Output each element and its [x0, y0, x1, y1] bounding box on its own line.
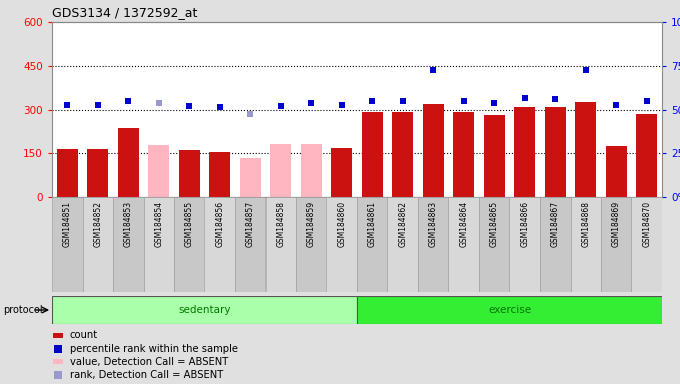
Bar: [53, 333, 63, 338]
Bar: [509, 197, 540, 292]
Text: GSM184865: GSM184865: [490, 201, 498, 247]
Text: GSM184851: GSM184851: [63, 201, 72, 247]
Text: GSM184870: GSM184870: [642, 201, 651, 247]
Bar: [388, 197, 418, 292]
Bar: [52, 197, 82, 292]
Bar: [545, 107, 566, 197]
Bar: [301, 144, 322, 197]
Text: GDS3134 / 1372592_at: GDS3134 / 1372592_at: [52, 6, 197, 19]
Text: GSM184863: GSM184863: [429, 201, 438, 247]
Bar: [235, 197, 265, 292]
Text: protocol: protocol: [3, 305, 43, 315]
Text: GSM184852: GSM184852: [93, 201, 102, 247]
Bar: [418, 197, 449, 292]
Text: GSM184868: GSM184868: [581, 201, 590, 247]
Text: GSM184859: GSM184859: [307, 201, 316, 247]
Bar: [113, 197, 143, 292]
Bar: [636, 114, 658, 197]
Text: GSM184867: GSM184867: [551, 201, 560, 247]
Bar: [483, 115, 505, 197]
Bar: [148, 144, 169, 197]
Text: GSM184858: GSM184858: [276, 201, 285, 247]
Bar: [205, 197, 235, 292]
Bar: [479, 197, 509, 292]
Bar: [540, 197, 571, 292]
Text: sedentary: sedentary: [178, 305, 231, 315]
Bar: [514, 107, 535, 197]
Text: GSM184869: GSM184869: [612, 201, 621, 247]
Text: percentile rank within the sample: percentile rank within the sample: [70, 344, 238, 354]
Bar: [265, 197, 296, 292]
Bar: [82, 197, 113, 292]
Bar: [296, 197, 326, 292]
Bar: [118, 129, 139, 197]
Bar: [571, 197, 601, 292]
Bar: [174, 197, 205, 292]
Bar: [143, 197, 174, 292]
Text: GSM184854: GSM184854: [154, 201, 163, 247]
Bar: [87, 149, 108, 197]
Text: GSM184860: GSM184860: [337, 201, 346, 247]
Text: GSM184855: GSM184855: [185, 201, 194, 247]
Text: GSM184857: GSM184857: [245, 201, 255, 247]
Text: value, Detection Call = ABSENT: value, Detection Call = ABSENT: [70, 357, 228, 367]
Bar: [357, 197, 388, 292]
Bar: [392, 113, 413, 197]
Bar: [239, 157, 261, 197]
Bar: [179, 150, 200, 197]
Bar: [52, 296, 357, 324]
Text: count: count: [70, 331, 98, 341]
Text: GSM184853: GSM184853: [124, 201, 133, 247]
Bar: [449, 197, 479, 292]
Text: GSM184862: GSM184862: [398, 201, 407, 247]
Bar: [357, 296, 662, 324]
Bar: [453, 111, 475, 197]
Text: GSM184864: GSM184864: [459, 201, 469, 247]
Bar: [575, 102, 596, 197]
Bar: [422, 104, 444, 197]
Text: GSM184861: GSM184861: [368, 201, 377, 247]
Bar: [632, 197, 662, 292]
Bar: [209, 152, 231, 197]
Text: exercise: exercise: [488, 305, 531, 315]
Bar: [606, 146, 627, 197]
Text: GSM184866: GSM184866: [520, 201, 529, 247]
Text: rank, Detection Call = ABSENT: rank, Detection Call = ABSENT: [70, 370, 223, 380]
Text: GSM184856: GSM184856: [216, 201, 224, 247]
Bar: [56, 149, 78, 197]
Bar: [601, 197, 632, 292]
Bar: [270, 144, 292, 197]
Bar: [53, 359, 63, 364]
Bar: [362, 113, 383, 197]
Bar: [326, 197, 357, 292]
Bar: [331, 148, 352, 197]
